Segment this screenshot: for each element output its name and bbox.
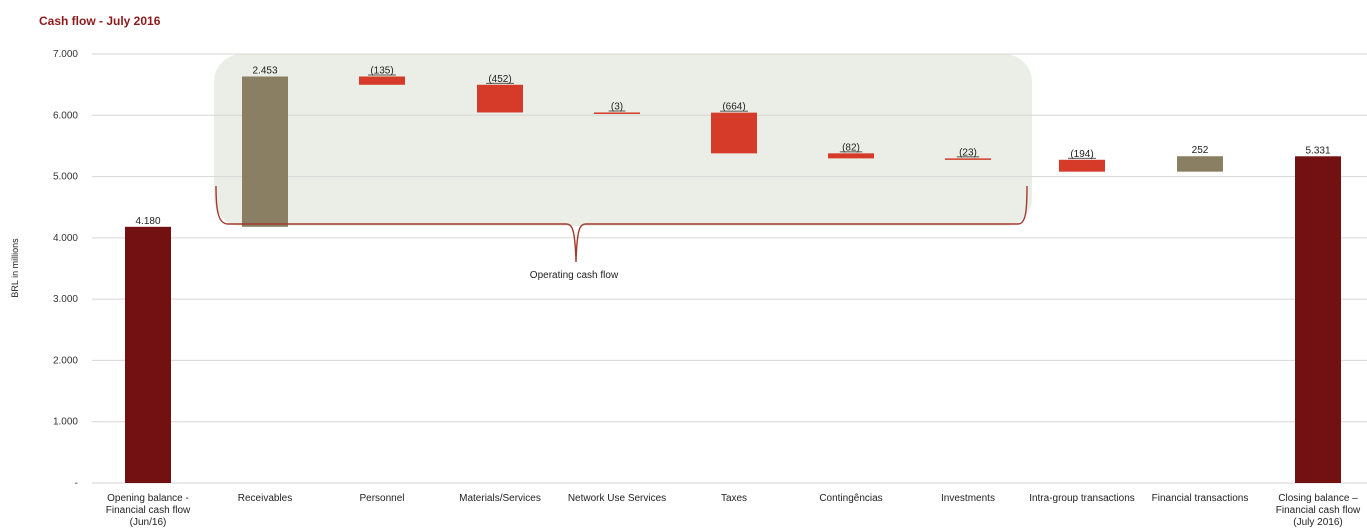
bar-0 bbox=[125, 226, 171, 483]
y-tick-label: 6.000 bbox=[53, 110, 78, 121]
y-tick-label: 7.000 bbox=[53, 49, 78, 60]
bar-7 bbox=[945, 158, 991, 160]
bar-3 bbox=[477, 84, 523, 113]
x-category-label: Financial cash flow bbox=[1276, 505, 1361, 516]
data-label-8: (194) bbox=[1070, 149, 1093, 160]
x-category-label: (July 2016) bbox=[1293, 517, 1342, 528]
data-label-1: 2.453 bbox=[252, 65, 277, 76]
y-tick-label: 3.000 bbox=[53, 294, 78, 305]
x-category-label: Opening balance - bbox=[107, 493, 189, 504]
x-category-label: Investments bbox=[941, 493, 995, 504]
data-label-6: (82) bbox=[842, 142, 860, 153]
x-category-label: Contingências bbox=[819, 493, 882, 504]
x-category-label: Network Use Services bbox=[568, 493, 666, 504]
y-tick-label: - bbox=[75, 478, 78, 489]
bar-9 bbox=[1177, 156, 1223, 172]
x-category-label: Taxes bbox=[721, 493, 747, 504]
bar-1 bbox=[242, 76, 288, 227]
data-label-9: 252 bbox=[1192, 145, 1209, 156]
x-category-label: Financial transactions bbox=[1152, 493, 1249, 504]
y-tick-label: 1.000 bbox=[53, 417, 78, 428]
bar-4 bbox=[594, 112, 640, 114]
bar-6 bbox=[828, 153, 874, 159]
operating-cash-flow-brace bbox=[215, 185, 1028, 263]
x-category-label: Closing balance – bbox=[1278, 493, 1358, 504]
chart-title: Cash flow - July 2016 bbox=[39, 14, 161, 28]
y-tick-label: 5.000 bbox=[53, 172, 78, 183]
data-label-2: (135) bbox=[370, 65, 393, 76]
y-axis-label: BRL in millions bbox=[10, 238, 20, 298]
operating-cash-flow-region bbox=[214, 54, 1032, 226]
data-label-5: (664) bbox=[722, 102, 745, 113]
data-label-3: (452) bbox=[488, 74, 511, 85]
bar-8 bbox=[1059, 159, 1105, 172]
x-category-label: Financial cash flow bbox=[106, 505, 191, 516]
y-tick-label: 4.000 bbox=[53, 233, 78, 244]
data-label-4: (3) bbox=[611, 101, 623, 112]
y-tick-label: 2.000 bbox=[53, 355, 78, 366]
x-category-label: Materials/Services bbox=[459, 493, 541, 504]
bar-2 bbox=[359, 76, 405, 85]
x-category-label: Personnel bbox=[359, 493, 404, 504]
data-label-7: (23) bbox=[959, 147, 977, 158]
annotation-label: Operating cash flow bbox=[530, 270, 619, 281]
data-label-10: 5.331 bbox=[1305, 145, 1330, 156]
data-label-0: 4.180 bbox=[135, 216, 160, 227]
x-category-label: (Jun/16) bbox=[130, 517, 167, 528]
bar-5 bbox=[711, 112, 757, 154]
x-category-label: Receivables bbox=[238, 493, 292, 504]
bar-10 bbox=[1295, 156, 1341, 483]
x-category-label: Intra-group transactions bbox=[1029, 493, 1135, 504]
